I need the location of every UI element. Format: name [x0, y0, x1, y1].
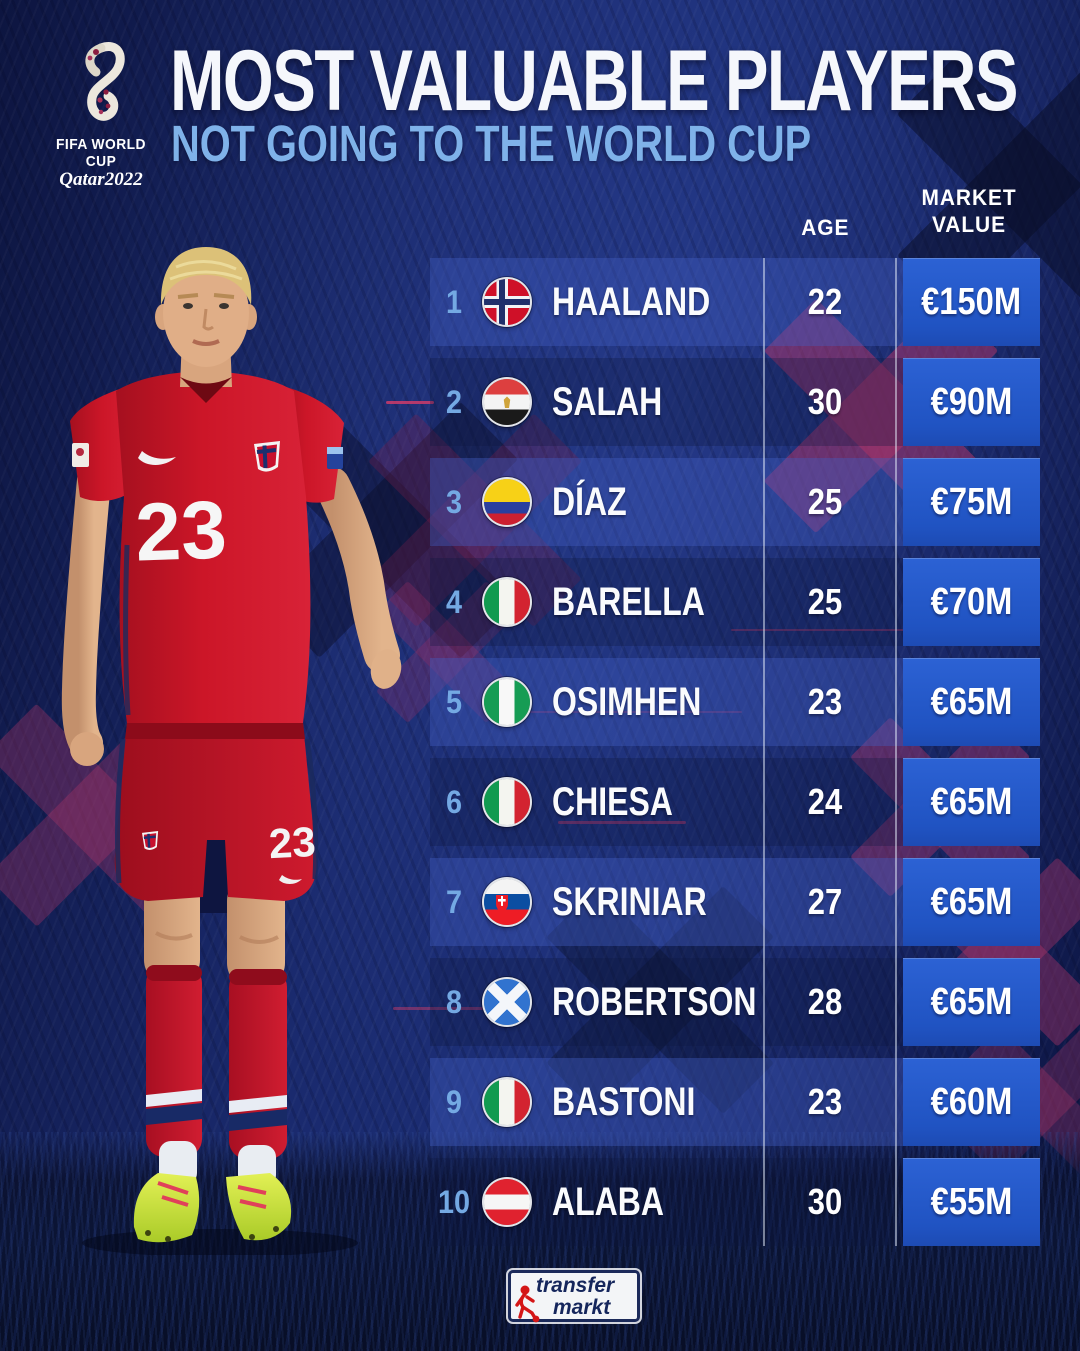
player-age: 30	[807, 381, 843, 422]
player-name: ALABA	[552, 1179, 664, 1224]
transfermarkt-wordmark-line1: transfer	[536, 1274, 615, 1297]
rank: 6	[445, 783, 463, 820]
rank: 5	[445, 683, 463, 720]
market-value-badge: €70M	[903, 558, 1040, 646]
player-row: 10 ALABA 30 €55M	[430, 1158, 1040, 1246]
player-row: 7 SKRINIAR 27 €65M	[430, 858, 1040, 946]
market-value-badge: €75M	[903, 458, 1040, 546]
column-divider	[895, 258, 897, 1246]
player-age: 30	[807, 1181, 843, 1222]
country-flag-icon	[482, 1077, 532, 1127]
market-value-badge: €65M	[903, 958, 1040, 1046]
qatar-2022-label: Qatar2022	[59, 169, 143, 190]
country-flag-icon	[482, 277, 532, 327]
country-flag-icon	[482, 877, 532, 927]
player-age: 25	[807, 481, 843, 522]
country-flag-icon	[482, 777, 532, 827]
player-photo: 23 23	[61, 247, 402, 1255]
jersey-number-shorts: 23	[268, 818, 317, 867]
player-age: 23	[807, 681, 843, 722]
country-flag-icon	[482, 477, 532, 527]
jersey-number-chest: 23	[134, 484, 228, 578]
player-row: 2 SALAH 30 €90M	[430, 358, 1040, 446]
player-age: 24	[807, 781, 843, 822]
rank: 10	[437, 1183, 471, 1220]
player-age: 23	[807, 1081, 843, 1122]
fifa-world-cup-label: FIFA WORLD CUP	[56, 136, 146, 170]
player-name: DÍAZ	[552, 479, 627, 524]
fifa-world-cup-logo: FIFA WORLD CUP Qatar2022	[36, 40, 166, 191]
rank: 7	[445, 883, 463, 920]
player-age: 27	[807, 881, 843, 922]
country-flag-icon	[482, 977, 532, 1027]
player-name: CHIESA	[552, 779, 673, 824]
rank: 9	[445, 1083, 463, 1120]
player-name: SALAH	[552, 379, 663, 424]
column-header-market-value: MARKET VALUE	[921, 185, 1017, 237]
transfermarkt-logo: transfer markt	[508, 1270, 640, 1323]
player-name: ROBERTSON	[552, 979, 757, 1024]
market-value-badge: €65M	[903, 658, 1040, 746]
market-value-badge: €55M	[903, 1158, 1040, 1246]
country-flag-icon	[482, 1177, 532, 1227]
market-value-badge: €65M	[903, 758, 1040, 846]
column-divider	[763, 258, 765, 1246]
market-value-badge: €65M	[903, 858, 1040, 946]
page-title: MOST VALUABLE PLAYERS	[170, 33, 1018, 129]
page-subtitle: NOT GOING TO THE WORLD CUP	[171, 115, 812, 172]
player-row: 5 OSIMHEN 23 €65M	[430, 658, 1040, 746]
player-row: 8 ROBERTSON 28 €65M	[430, 958, 1040, 1046]
country-flag-icon	[482, 377, 532, 427]
player-row: 4 BARELLA 25 €70M	[430, 558, 1040, 646]
player-name: HAALAND	[552, 279, 711, 324]
qatar-2022-emblem-icon	[85, 42, 125, 121]
player-row: 9 BASTONI 23 €60M	[430, 1058, 1040, 1146]
rank: 4	[445, 583, 463, 620]
country-flag-icon	[482, 577, 532, 627]
player-age: 22	[807, 281, 843, 322]
rank: 2	[445, 383, 463, 420]
rank: 3	[445, 483, 463, 520]
player-row: 1 HAALAND 22 €150M	[430, 258, 1040, 346]
transfermarkt-wordmark-line2: markt	[553, 1296, 611, 1319]
market-value-badge: €90M	[903, 358, 1040, 446]
player-name: BASTONI	[552, 1079, 696, 1124]
player-row: 6 CHIESA 24 €65M	[430, 758, 1040, 846]
country-flag-icon	[482, 677, 532, 727]
player-age: 28	[807, 981, 843, 1022]
player-name: SKRINIAR	[552, 879, 707, 924]
player-name: OSIMHEN	[552, 679, 702, 724]
column-header-age: AGE	[800, 215, 850, 240]
rank: 1	[445, 283, 463, 320]
market-value-badge: €150M	[903, 258, 1040, 346]
player-row: 3 DÍAZ 25 €75M	[430, 458, 1040, 546]
player-name: BARELLA	[552, 579, 705, 624]
players-table: 1 HAALAND 22 €150M 2 SALAH 30 €90M 3 DÍA…	[430, 258, 1040, 1258]
rank: 8	[445, 983, 463, 1020]
transfermarkt-player-icon	[515, 1285, 540, 1323]
market-value-badge: €60M	[903, 1058, 1040, 1146]
player-age: 25	[807, 581, 843, 622]
